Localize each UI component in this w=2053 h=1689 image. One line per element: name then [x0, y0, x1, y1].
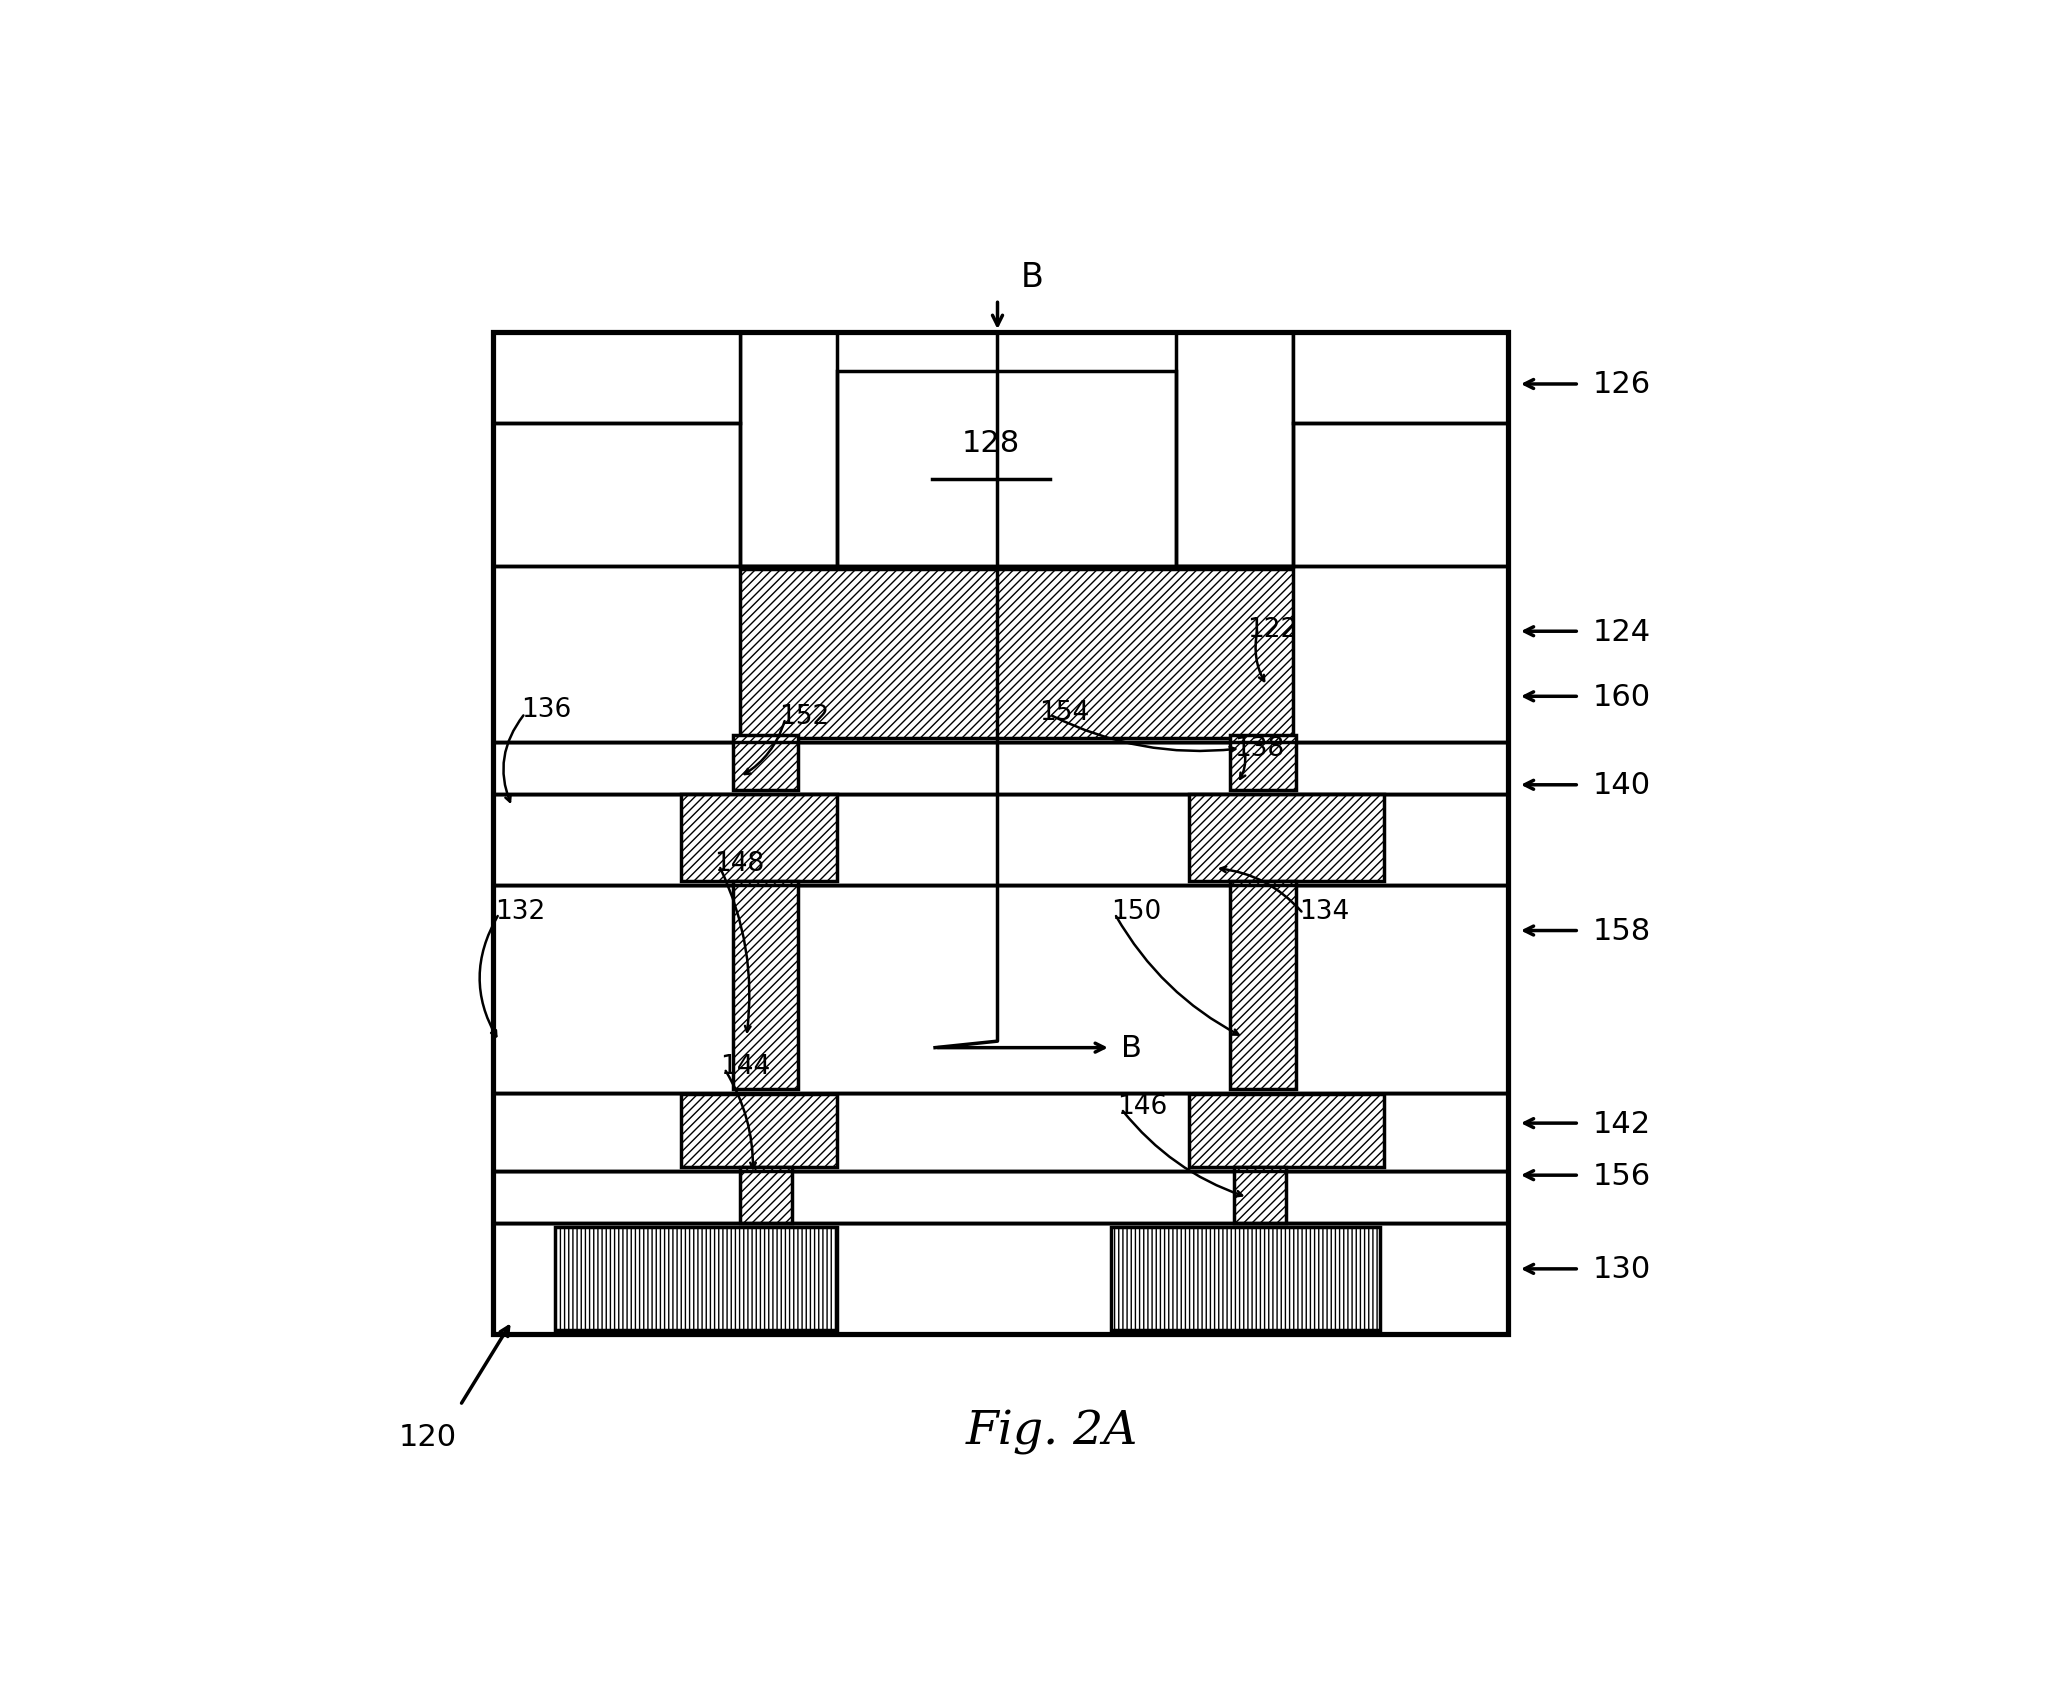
Bar: [682, 1094, 838, 1167]
Bar: [733, 736, 799, 790]
Text: 126: 126: [1593, 370, 1651, 399]
Bar: [493, 568, 1507, 743]
Bar: [493, 794, 1507, 885]
Bar: [493, 743, 1507, 794]
Text: 128: 128: [963, 429, 1020, 458]
Bar: [493, 1093, 1507, 1172]
Text: 156: 156: [1593, 1160, 1651, 1191]
Text: B: B: [1121, 1034, 1141, 1062]
Bar: [739, 569, 1293, 738]
Bar: [1176, 333, 1293, 568]
Text: 152: 152: [778, 703, 829, 730]
Bar: [493, 333, 1507, 1334]
Bar: [493, 885, 1507, 1093]
Bar: [1230, 882, 1295, 1089]
Text: 144: 144: [721, 1054, 770, 1079]
Text: Fig. 2A: Fig. 2A: [967, 1409, 1137, 1454]
Text: 154: 154: [1039, 699, 1090, 726]
Bar: [1293, 333, 1507, 424]
Text: 138: 138: [1234, 736, 1285, 762]
Text: 124: 124: [1593, 618, 1651, 647]
Bar: [493, 1223, 1507, 1334]
Text: 130: 130: [1593, 1255, 1651, 1284]
Text: 142: 142: [1593, 1110, 1651, 1138]
Bar: [1230, 736, 1295, 790]
Text: B: B: [1020, 260, 1043, 294]
Text: 136: 136: [521, 698, 571, 723]
Bar: [493, 1172, 1507, 1223]
Bar: [554, 1228, 838, 1331]
Text: 158: 158: [1593, 917, 1651, 946]
Bar: [1111, 1228, 1380, 1331]
Bar: [1234, 1167, 1287, 1223]
Bar: [1189, 1094, 1384, 1167]
Bar: [739, 333, 838, 568]
Text: 150: 150: [1111, 899, 1160, 924]
Bar: [1189, 794, 1384, 882]
Text: 140: 140: [1593, 770, 1651, 801]
Text: 120: 120: [398, 1422, 456, 1451]
Bar: [733, 882, 799, 1089]
Bar: [682, 794, 838, 882]
Text: 148: 148: [714, 850, 764, 877]
Text: 160: 160: [1593, 682, 1651, 711]
Text: 132: 132: [495, 899, 546, 924]
Text: 146: 146: [1117, 1093, 1168, 1120]
Text: 122: 122: [1248, 616, 1297, 642]
Text: 134: 134: [1300, 899, 1349, 924]
Bar: [739, 1167, 792, 1223]
Bar: [493, 333, 739, 424]
